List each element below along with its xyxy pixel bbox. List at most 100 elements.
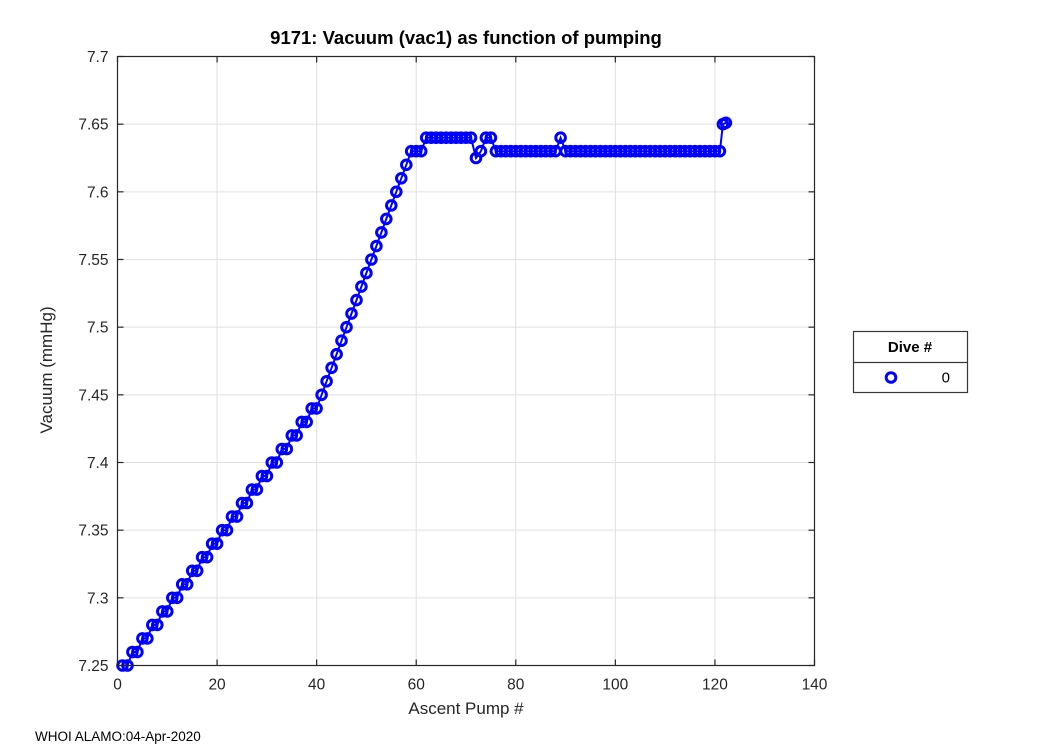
y-axis-label: Vacuum (mmHg) bbox=[37, 306, 56, 433]
data-point-marker bbox=[141, 632, 154, 645]
data-point-marker bbox=[350, 293, 363, 307]
data-point-marker bbox=[210, 537, 224, 551]
data-point-marker bbox=[345, 307, 358, 320]
data-point-marker bbox=[395, 172, 408, 185]
data-point-marker bbox=[340, 320, 353, 334]
legend-item-label: 0 bbox=[942, 370, 950, 387]
data-point-marker bbox=[335, 334, 348, 348]
data-point-marker bbox=[190, 564, 204, 578]
plot-area-border bbox=[116, 55, 816, 667]
data-point-marker bbox=[156, 605, 169, 618]
data-series-dive-0 bbox=[116, 116, 733, 672]
data-point-marker bbox=[315, 388, 328, 402]
x-tick-label: 120 bbox=[702, 677, 728, 694]
y-tick-label: 7.7 bbox=[87, 49, 109, 66]
x-tick-label: 140 bbox=[802, 677, 828, 694]
data-point-marker bbox=[320, 375, 333, 388]
data-point-marker bbox=[126, 645, 139, 659]
data-point-marker bbox=[409, 144, 423, 158]
data-point-marker bbox=[414, 144, 428, 158]
data-point-marker bbox=[275, 442, 289, 456]
data-point-marker bbox=[310, 402, 323, 415]
data-point-marker bbox=[146, 618, 159, 632]
legend-marker-circle-icon bbox=[884, 371, 898, 384]
y-tick-label: 7.55 bbox=[78, 252, 108, 269]
y-tick-label: 7.6 bbox=[87, 184, 109, 201]
data-point-marker bbox=[260, 469, 274, 483]
x-axis-label: Ascent Pump # bbox=[408, 699, 524, 718]
data-point-marker bbox=[220, 523, 234, 537]
y-tick-label: 7.35 bbox=[78, 523, 108, 540]
data-point-marker bbox=[325, 361, 338, 375]
data-point-marker bbox=[330, 347, 343, 361]
y-tick-label: 7.4 bbox=[87, 455, 109, 472]
data-point-marker bbox=[385, 199, 398, 212]
data-point-marker bbox=[290, 429, 304, 442]
data-point-marker bbox=[131, 645, 144, 659]
data-point-marker bbox=[380, 212, 393, 226]
data-point-marker bbox=[205, 537, 219, 551]
data-point-marker bbox=[479, 131, 493, 144]
data-point-marker bbox=[459, 131, 473, 144]
data-point-marker bbox=[265, 456, 279, 469]
data-point-marker bbox=[285, 429, 299, 442]
data-point-marker bbox=[365, 253, 378, 266]
data-point-marker bbox=[295, 415, 309, 429]
data-point-marker bbox=[195, 550, 209, 564]
axis-ticks-layer bbox=[116, 55, 816, 667]
figure-title: 9171: Vacuum (vac1) as function of pumpi… bbox=[270, 27, 662, 48]
y-tick-label: 7.3 bbox=[87, 590, 109, 607]
y-tick-label: 7.5 bbox=[87, 320, 109, 337]
data-point-marker bbox=[390, 185, 403, 199]
data-point-marker bbox=[235, 496, 249, 510]
x-tick-label: 20 bbox=[208, 677, 226, 694]
data-point-marker bbox=[240, 496, 254, 510]
legend-header: Dive # bbox=[888, 339, 933, 356]
data-point-marker bbox=[544, 144, 557, 158]
data-point-marker bbox=[245, 483, 259, 496]
data-point-marker bbox=[474, 144, 488, 158]
data-point-marker bbox=[554, 131, 567, 144]
data-point-marker bbox=[708, 144, 722, 158]
data-point-marker bbox=[230, 510, 244, 523]
data-point-marker bbox=[161, 605, 174, 618]
data-point-marker bbox=[713, 144, 727, 158]
data-point-marker bbox=[255, 469, 269, 483]
data-point-marker bbox=[225, 510, 239, 523]
y-tick-label: 7.25 bbox=[78, 658, 108, 675]
data-point-marker bbox=[719, 116, 733, 130]
data-point-marker bbox=[175, 578, 189, 591]
footer-annotation: WHOI ALAMO:04-Apr-2020 bbox=[35, 729, 201, 744]
data-point-marker bbox=[215, 523, 229, 537]
legend-box: Dive # 0 bbox=[852, 330, 969, 394]
data-point-marker bbox=[270, 456, 284, 469]
x-tick-label: 80 bbox=[507, 677, 525, 694]
data-point-marker bbox=[400, 158, 413, 172]
data-point-marker bbox=[166, 591, 179, 605]
data-point-marker bbox=[360, 266, 373, 280]
data-point-marker bbox=[355, 280, 368, 293]
data-point-marker bbox=[250, 483, 264, 496]
data-point-marker bbox=[280, 442, 294, 456]
data-point-marker bbox=[200, 550, 214, 564]
data-point-marker bbox=[484, 131, 498, 144]
y-tick-label: 7.45 bbox=[78, 387, 108, 404]
x-tick-label: 100 bbox=[602, 677, 628, 694]
data-point-marker bbox=[300, 415, 314, 429]
data-point-marker bbox=[370, 239, 383, 253]
data-point-marker bbox=[375, 226, 388, 239]
x-tick-label: 0 bbox=[113, 677, 122, 694]
data-point-marker bbox=[151, 618, 164, 632]
x-tick-label: 60 bbox=[408, 677, 426, 694]
data-point-marker bbox=[170, 591, 184, 605]
data-point-marker bbox=[464, 131, 478, 144]
data-point-marker bbox=[305, 402, 319, 415]
data-point-marker bbox=[180, 578, 194, 591]
tick-labels-layer: 0 20 40 60 80 100 120 140 7.25 7.3 7.35 7.4 7.45 7.5 7… bbox=[78, 49, 827, 694]
data-point-marker bbox=[136, 632, 149, 645]
data-point-marker bbox=[185, 564, 199, 578]
x-tick-label: 40 bbox=[308, 677, 326, 694]
y-tick-label: 7.65 bbox=[78, 117, 108, 134]
